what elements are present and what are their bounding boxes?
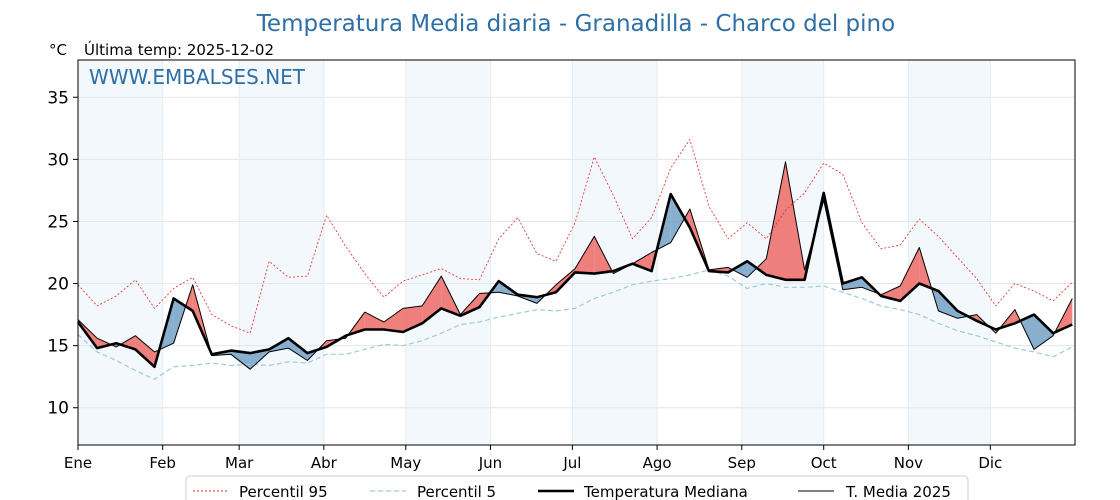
legend-median-label: Temperatura Mediana	[583, 483, 748, 500]
legend: Percentil 95 Percentil 5 Temperatura Med…	[185, 475, 969, 500]
series-lines	[76, 139, 1073, 380]
x-tick-label-Dic: Dic	[978, 454, 1002, 472]
series-line-p5	[77, 269, 1073, 380]
month-band-0	[78, 60, 163, 445]
warm-anomaly-fill-26-a	[575, 236, 595, 274]
legend-current-label: T. Media 2025	[845, 483, 951, 500]
x-tick-label-Ago: Ago	[643, 454, 672, 472]
x-tick-label-Feb: Feb	[149, 454, 176, 472]
x-tick-label-Jun: Jun	[478, 454, 502, 472]
legend-box	[185, 475, 969, 500]
legend-p95-label: Percentil 95	[239, 483, 328, 500]
x-tick-label-Mar: Mar	[225, 454, 254, 472]
month-band-1	[239, 60, 324, 445]
x-tick-label-May: May	[390, 454, 421, 472]
cool-anomaly-fill-35-a	[747, 261, 757, 278]
plot-background	[78, 60, 991, 445]
cool-anomaly-fill-31-a	[670, 194, 685, 243]
x-tick-label-Jul: Jul	[562, 454, 581, 472]
watermark: WWW.EMBALSES.NET	[89, 65, 306, 89]
y-tick-label-10: 10	[47, 399, 69, 419]
month-band-2	[405, 60, 491, 445]
warm-anomaly-fill-3-a	[135, 335, 155, 367]
y-tick-label-20: 20	[47, 275, 69, 295]
warm-anomaly-fill-15-a	[364, 312, 384, 330]
series-line-current	[77, 161, 1073, 370]
warm-anomaly-fill-1-a	[97, 338, 111, 349]
grid-lines	[77, 60, 1075, 445]
x-tick-label-Nov: Nov	[894, 454, 923, 472]
cool-anomaly-fill-49-b	[1020, 314, 1034, 350]
warm-anomaly-fill-17-a	[403, 305, 423, 332]
y-tick-label-35: 35	[47, 88, 69, 108]
month-band-5	[908, 60, 991, 445]
warm-anomaly-fill-29-a	[632, 252, 652, 272]
y-tick-label-25: 25	[47, 212, 69, 232]
cool-anomaly-fill-34-b	[732, 261, 748, 278]
y-axis: 10 15 20 25 30 35	[47, 88, 78, 419]
chart-title: Temperatura Media diaria - Granadilla - …	[256, 11, 895, 37]
series-line-median	[76, 191, 1073, 369]
warm-anomaly-fill-36-a	[766, 161, 786, 280]
last-temp-label: Última temp: 2025-12-02	[84, 40, 274, 59]
warm-anomaly-fill-2-b	[120, 335, 136, 350]
cool-anomaly-fill-5-a	[173, 298, 186, 344]
x-axis: Ene Feb Mar Abr May Jun Jul Ago Sep Oct Nov Dic	[64, 445, 1002, 472]
cool-anomaly-fill-11-a	[288, 338, 308, 361]
warm-anomaly-fill-16-a	[383, 308, 403, 332]
cool-anomaly-fill-50-a	[1034, 314, 1054, 350]
x-tick-label-Abr: Abr	[311, 454, 338, 472]
unit-label: °C	[49, 41, 67, 59]
series-line-p95	[77, 139, 1073, 334]
cool-anomaly-fill-40-a	[842, 277, 862, 290]
plot-frame	[77, 59, 1076, 446]
y-tick-label-30: 30	[47, 150, 69, 170]
x-tick-label-Sep: Sep	[728, 454, 756, 472]
y-tick-label-15: 15	[47, 337, 69, 357]
x-tick-label-Ene: Ene	[64, 454, 92, 472]
legend-p5-label: Percentil 5	[417, 483, 496, 500]
warm-anomaly-fill-35-b	[756, 258, 767, 275]
x-tick-label-Oct: Oct	[811, 454, 837, 472]
